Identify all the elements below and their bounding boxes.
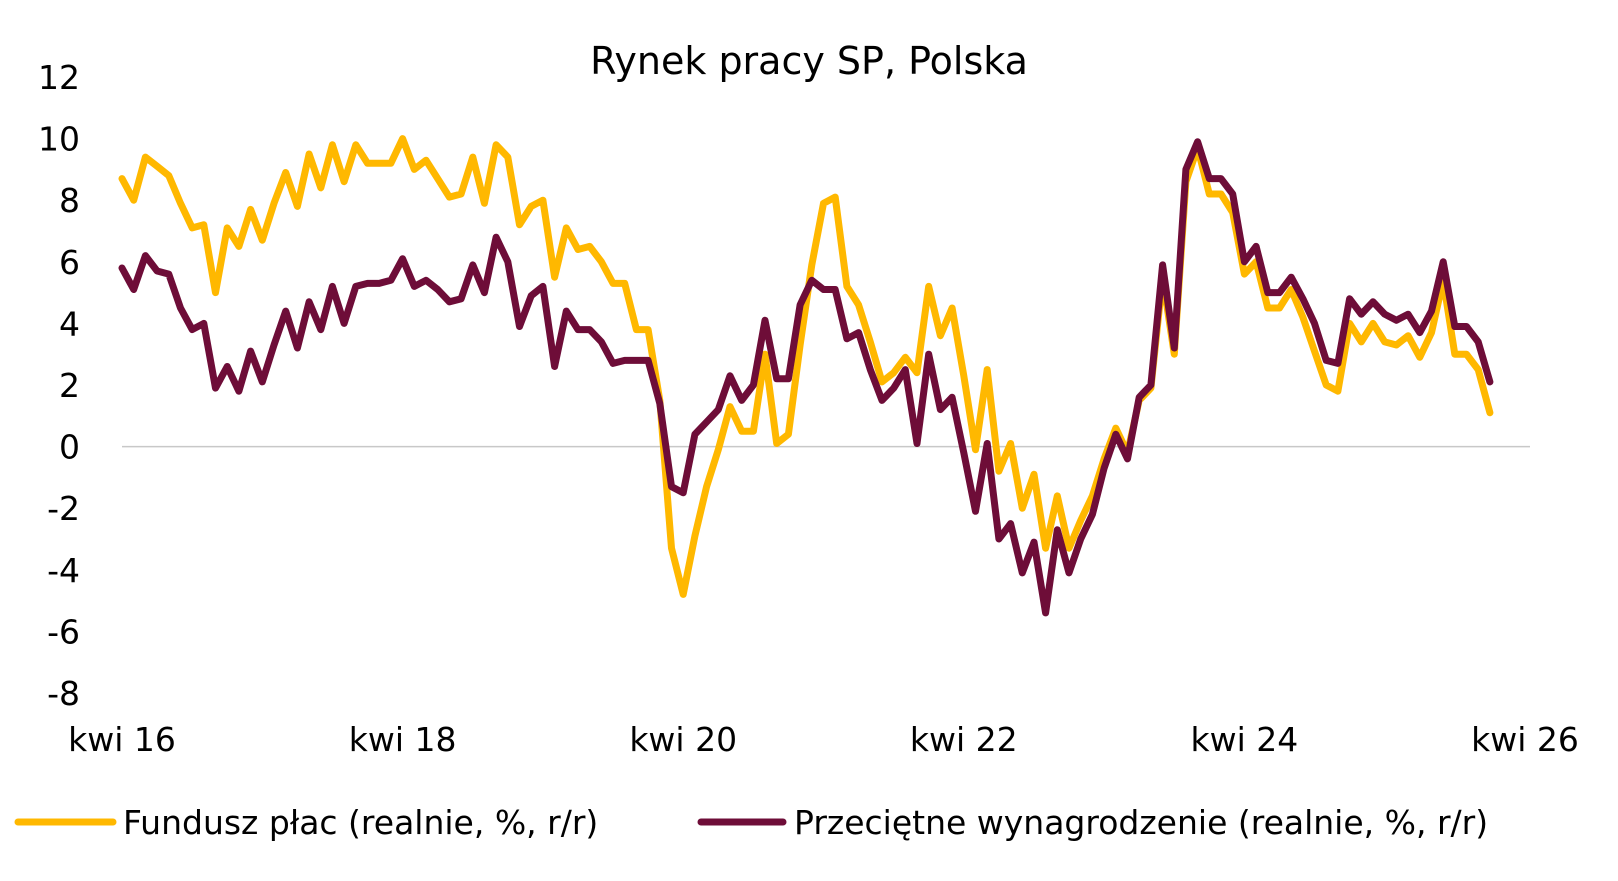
x-axis: kwi 16 kwi 18 kwi 20 kwi 22 kwi 24 kwi 26 (68, 720, 1579, 759)
y-tick-label: 6 (59, 243, 80, 282)
y-tick-label: 8 (59, 181, 80, 220)
series-line-przecietne-wynagrodzenie (118, 138, 1494, 617)
x-tick-label: kwi 20 (629, 720, 737, 759)
y-tick-label: 2 (59, 366, 80, 405)
legend-label-fundusz-plac: Fundusz płac (realnie, %, r/r) (123, 803, 598, 842)
x-tick-label: kwi 24 (1191, 720, 1299, 759)
chart-title: Rynek pracy SP, Polska (590, 39, 1028, 83)
y-tick-label: 4 (59, 304, 80, 343)
x-tick-label: kwi 16 (68, 720, 176, 759)
series-line-fundusz-plac (118, 135, 1494, 598)
y-axis: 12 10 8 6 4 2 0 -2 -4 -6 -8 (38, 58, 80, 713)
y-tick-label: -6 (47, 612, 80, 651)
legend-label-przecietne-wynagrodzenie: Przeciętne wynagrodzenie (realnie, %, r/… (794, 803, 1488, 842)
x-tick-label: kwi 26 (1471, 720, 1579, 759)
y-tick-label: -8 (47, 674, 80, 713)
x-tick-label: kwi 18 (349, 720, 457, 759)
x-tick-label: kwi 22 (910, 720, 1018, 759)
y-tick-label: -2 (47, 489, 80, 528)
y-tick-label: 0 (59, 428, 80, 467)
legend: Fundusz płac (realnie, %, r/r) Przeciętn… (14, 803, 1488, 842)
y-tick-label: 10 (38, 120, 80, 159)
series-group (118, 135, 1494, 617)
y-tick-label: -4 (47, 551, 80, 590)
y-tick-label: 12 (38, 58, 80, 97)
